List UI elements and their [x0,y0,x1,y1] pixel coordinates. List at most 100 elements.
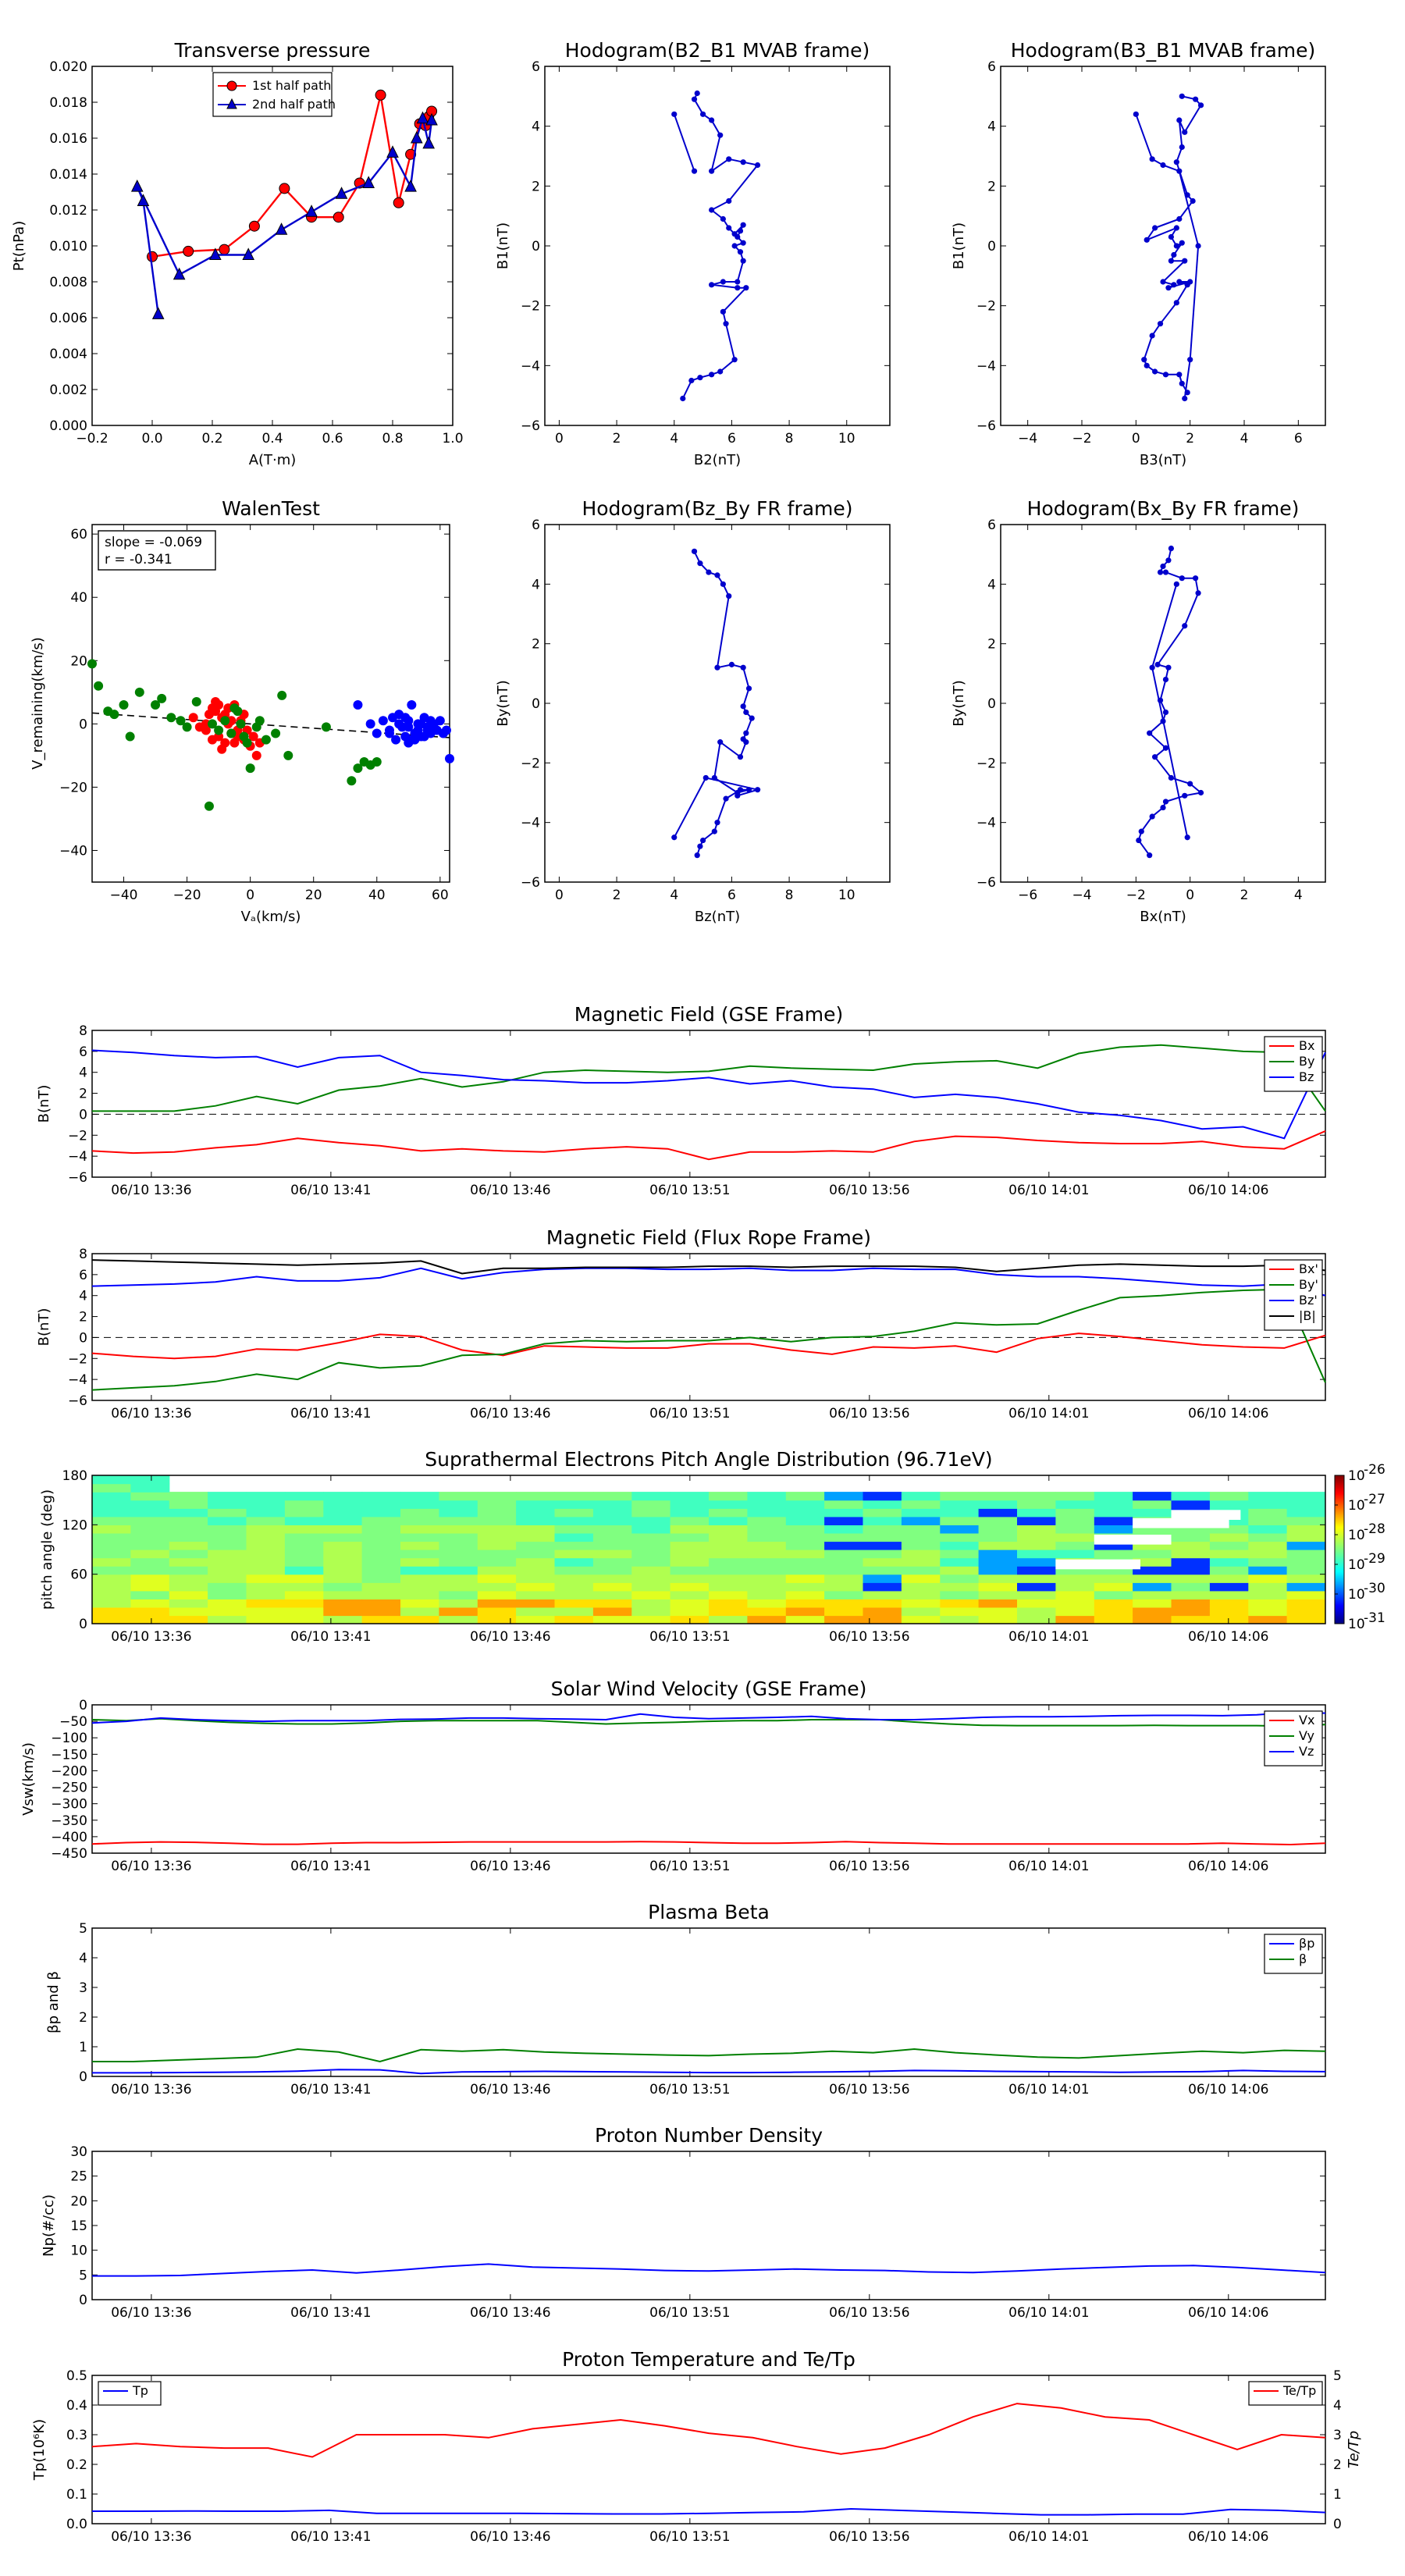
data-point [749,715,755,721]
heatmap-cell [246,1590,286,1599]
heatmap-cell [747,1615,787,1624]
heatmap-cell [169,1492,208,1501]
chart-title: Hodogram(B2_B1 MVAB frame) [565,39,870,62]
heatmap-cell [709,1525,748,1534]
heatmap-cell [130,1590,170,1599]
heatmap-cell [709,1606,748,1617]
heatmap-cell [554,1606,594,1617]
data-point [720,308,726,315]
heatmap-cell [1286,1516,1325,1525]
x-tick-label: 06/10 14:06 [1188,2305,1268,2321]
x-tick-label: 06/10 13:36 [111,1859,191,1874]
legend-label: β [1299,1952,1307,1966]
heatmap-cell [1017,1516,1056,1525]
x-tick-label: 0 [1186,888,1194,903]
data-point [1187,357,1193,363]
heatmap-cell [130,1541,170,1550]
y-tick-label: 2 [79,1087,87,1102]
data-point [220,716,230,726]
x-tick-label: 06/10 14:01 [1008,1406,1089,1421]
heatmap-cell [361,1606,401,1617]
y-tick-label: 60 [70,1567,87,1583]
heatmap-cell [92,1541,131,1550]
heatmap-cell [670,1516,710,1525]
y-tick-label: −6 [976,418,996,434]
data-point [737,787,744,793]
chart-pad: Suprathermal Electrons Pitch Angle Distr… [39,1448,1385,1645]
heatmap-cell [1133,1606,1172,1617]
heatmap-cell [1248,1566,1288,1575]
heatmap-cell [284,1615,324,1624]
heatmap-cell [208,1532,247,1542]
data-point [1176,117,1183,123]
heatmap-cell [1209,1566,1249,1575]
x-tick-label: 06/10 13:56 [829,1859,909,1874]
x-tick-label: 06/10 13:51 [649,1183,730,1198]
heatmap-cell [631,1541,671,1550]
x-tick-label: 06/10 13:46 [470,1859,550,1874]
heatmap-cell [208,1590,247,1599]
heatmap-cell [284,1582,324,1592]
data-point [157,693,167,703]
y-tick-label: −250 [51,1781,87,1796]
heatmap-cell [1055,1500,1095,1509]
data-point [1168,545,1174,552]
heatmap-cell [592,1582,632,1592]
data-point [182,722,192,732]
heatmap-cell [1017,1599,1056,1608]
heatmap-cell [863,1492,902,1501]
heatmap-cell [1209,1582,1249,1592]
data-point [740,240,746,246]
data-point [754,787,761,793]
data-point [1157,321,1164,327]
data-point [717,132,724,138]
data-point [209,247,222,260]
heatmap-cell [785,1615,825,1624]
heatmap-cell [1248,1590,1288,1599]
heatmap-cell [785,1566,825,1575]
heatmap-cell [323,1590,363,1599]
heatmap-cell [439,1525,478,1534]
heatmap-cell [863,1525,902,1534]
heatmap-cell [631,1500,671,1509]
y-tick-label: 60 [70,527,87,543]
data-point [1184,390,1190,396]
x-tick-label: 06/10 13:46 [470,2529,550,2545]
y-tick-label: 0 [987,696,996,712]
heatmap-cell [978,1582,1018,1592]
data-point [166,713,176,723]
x-tick-label: 0.8 [382,431,403,447]
heatmap-cell [1248,1557,1288,1567]
heatmap-cell [92,1475,131,1485]
y-tick-label: 180 [62,1468,87,1484]
data-point [445,753,454,763]
data-point [305,205,318,217]
series-line-bz [91,1267,1326,1297]
heatmap-cell [978,1500,1018,1509]
heatmap-cell [785,1574,825,1583]
heatmap-cell [1286,1525,1325,1534]
heatmap-cell [1055,1550,1095,1559]
colorbar-tick-label: 10 [1348,1557,1365,1573]
data-point [714,572,720,578]
x-tick-label: −4 [1072,888,1091,903]
heatmap-cell [824,1557,864,1567]
heatmap-cell [1017,1582,1056,1592]
heatmap-cell [824,1516,864,1525]
heatmap-gap [1171,1510,1241,1520]
heatmap-cell [516,1550,556,1559]
heatmap-cell [1248,1606,1288,1617]
y-tick-label: −200 [51,1763,87,1779]
heatmap-cell [323,1599,363,1608]
data-point [353,700,363,710]
y-tick-label: −300 [51,1797,87,1813]
data-point [735,233,741,240]
heatmap-cell [439,1590,478,1599]
heatmap-cell [1248,1574,1288,1583]
heatmap-cell [400,1574,439,1583]
data-point [699,837,706,844]
heatmap-cell [747,1606,787,1617]
y-tick-label: 0.002 [49,382,87,398]
heatmap-cell [785,1541,825,1550]
y2-tick-label: 5 [1333,2368,1342,2384]
